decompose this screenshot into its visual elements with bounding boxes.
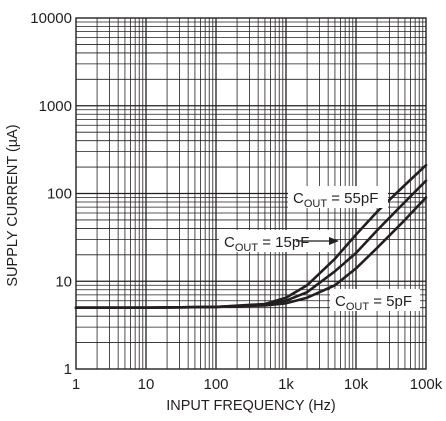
x-tick-label: 10 [138,376,155,393]
x-tick-label: 10k [344,376,369,393]
x-tick-label: 1 [72,376,80,393]
annotation-background [219,230,331,252]
annotation-label: COUT = 5pF [335,293,412,313]
series-line-3 [74,196,428,310]
annotation-value: = 55pF [327,190,378,207]
x-tick-label: 100k [410,376,443,393]
annotation-background [288,186,388,208]
x-tick-label: 1k [278,376,294,393]
y-tick-label: 1 [64,361,72,378]
x-axis-title: INPUT FREQUENCY (Hz) [166,398,335,414]
y-tick-label: 10000 [30,10,72,27]
y-tick-label: 10 [55,273,72,290]
annotation-c: C [293,190,304,207]
annotation-value: = 15pF [258,234,309,251]
x-tick-label: 100 [203,376,228,393]
annotation-value: = 5pF [369,293,412,310]
x-tick-labels: 1 10 100 1k 10k 100k [72,376,443,393]
annotation-label: COUT = 15pF [224,234,309,254]
annotation-c: C [224,234,235,251]
annotation-background [330,289,420,311]
annotation-subscript: OUT [346,301,370,313]
annotation-c: C [335,293,346,310]
annotation-arrow-head [329,237,339,245]
y-tick-labels: 1 10 100 1000 10000 [30,10,72,378]
annotation-subscript: OUT [304,198,328,210]
y-tick-label: 100 [47,186,72,203]
y-tick-label: 1000 [39,98,72,115]
y-axis-title: SUPPLY CURRENT (µA) [5,124,21,286]
annotation-label: COUT = 55pF [293,190,378,210]
annotation-subscript: OUT [235,242,259,254]
plot-frame [75,17,427,370]
